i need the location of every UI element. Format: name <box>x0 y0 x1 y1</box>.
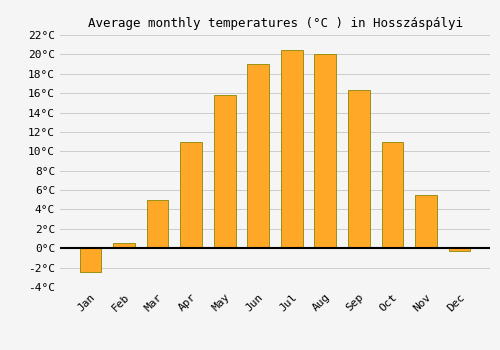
Bar <box>180 142 202 248</box>
Title: Average monthly temperatures (°C ) in Hosszáspályi: Average monthly temperatures (°C ) in Ho… <box>88 17 462 30</box>
Bar <box>415 195 437 248</box>
Bar <box>314 54 336 248</box>
Bar <box>348 90 370 248</box>
Bar <box>146 200 169 248</box>
Bar <box>248 64 269 248</box>
Bar <box>281 50 302 248</box>
Bar <box>448 248 470 251</box>
Bar <box>214 95 236 248</box>
Bar <box>80 248 102 272</box>
Bar <box>382 142 404 248</box>
Bar <box>113 243 135 248</box>
